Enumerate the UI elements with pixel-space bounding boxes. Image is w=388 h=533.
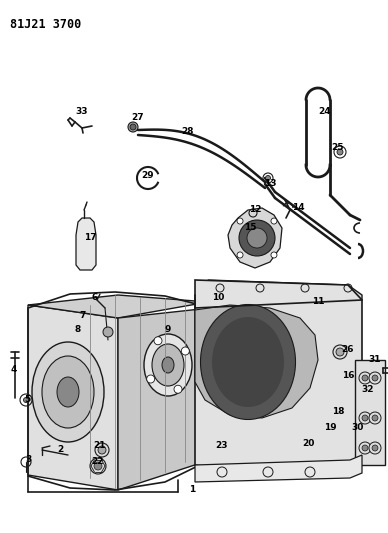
- Text: 31: 31: [369, 356, 381, 365]
- Ellipse shape: [201, 304, 296, 419]
- Polygon shape: [28, 305, 118, 490]
- Text: 25: 25: [332, 143, 344, 152]
- Circle shape: [336, 348, 344, 356]
- Circle shape: [372, 445, 378, 451]
- Circle shape: [103, 327, 113, 337]
- Text: 33: 33: [76, 108, 88, 117]
- Circle shape: [333, 345, 347, 359]
- Ellipse shape: [32, 342, 104, 442]
- Circle shape: [362, 375, 368, 381]
- Circle shape: [154, 337, 162, 345]
- Text: 7: 7: [80, 311, 86, 320]
- Circle shape: [174, 385, 182, 393]
- Polygon shape: [228, 208, 282, 268]
- Text: 26: 26: [342, 345, 354, 354]
- Text: 18: 18: [332, 408, 344, 416]
- Text: 17: 17: [84, 233, 96, 243]
- Circle shape: [98, 446, 106, 454]
- Polygon shape: [195, 455, 362, 482]
- Polygon shape: [249, 210, 257, 217]
- Circle shape: [237, 218, 243, 224]
- Text: 14: 14: [292, 204, 304, 213]
- Text: 21: 21: [94, 440, 106, 449]
- Circle shape: [95, 443, 109, 457]
- Text: 32: 32: [362, 385, 374, 394]
- Text: 8: 8: [75, 326, 81, 335]
- Polygon shape: [118, 308, 210, 490]
- Polygon shape: [76, 218, 96, 270]
- Text: 3: 3: [25, 456, 31, 464]
- Circle shape: [271, 252, 277, 258]
- Circle shape: [247, 228, 267, 248]
- Text: 10: 10: [212, 294, 224, 303]
- Text: 27: 27: [132, 114, 144, 123]
- Text: 4: 4: [11, 366, 17, 375]
- Polygon shape: [208, 280, 362, 300]
- Text: 11: 11: [312, 297, 324, 306]
- Circle shape: [369, 412, 381, 424]
- Text: 23: 23: [216, 440, 228, 449]
- Circle shape: [372, 415, 378, 421]
- Ellipse shape: [42, 356, 94, 428]
- Circle shape: [90, 458, 106, 474]
- Circle shape: [337, 149, 343, 155]
- Circle shape: [362, 445, 368, 451]
- Text: 19: 19: [324, 424, 336, 432]
- Circle shape: [130, 124, 136, 130]
- Circle shape: [369, 372, 381, 384]
- Circle shape: [265, 175, 270, 181]
- Circle shape: [94, 462, 102, 470]
- Circle shape: [359, 372, 371, 384]
- Circle shape: [239, 220, 275, 256]
- Text: 6: 6: [92, 294, 98, 303]
- Circle shape: [237, 252, 243, 258]
- Text: 13: 13: [264, 179, 276, 188]
- Circle shape: [372, 375, 378, 381]
- Text: 15: 15: [244, 223, 256, 232]
- Text: 81J21 3700: 81J21 3700: [10, 18, 81, 31]
- Text: 5: 5: [24, 395, 30, 405]
- Text: 24: 24: [319, 108, 331, 117]
- Text: 2: 2: [57, 446, 63, 455]
- Text: 28: 28: [182, 127, 194, 136]
- Circle shape: [359, 442, 371, 454]
- Circle shape: [362, 415, 368, 421]
- Text: 12: 12: [249, 206, 261, 214]
- Ellipse shape: [162, 357, 174, 373]
- Polygon shape: [195, 280, 362, 472]
- Circle shape: [369, 442, 381, 454]
- Text: 16: 16: [342, 370, 354, 379]
- Text: 9: 9: [165, 326, 171, 335]
- Polygon shape: [28, 295, 208, 318]
- Text: 1: 1: [189, 486, 195, 495]
- Circle shape: [147, 375, 155, 383]
- Text: 20: 20: [302, 439, 314, 448]
- Text: 29: 29: [142, 171, 154, 180]
- Ellipse shape: [212, 317, 284, 407]
- Circle shape: [271, 218, 277, 224]
- Polygon shape: [195, 305, 318, 418]
- Polygon shape: [355, 360, 385, 465]
- Text: 30: 30: [352, 424, 364, 432]
- Text: 22: 22: [92, 457, 104, 466]
- Circle shape: [181, 347, 189, 355]
- Circle shape: [24, 398, 28, 402]
- Ellipse shape: [57, 377, 79, 407]
- Circle shape: [359, 412, 371, 424]
- Ellipse shape: [152, 344, 184, 386]
- Circle shape: [128, 122, 138, 132]
- Ellipse shape: [144, 334, 192, 396]
